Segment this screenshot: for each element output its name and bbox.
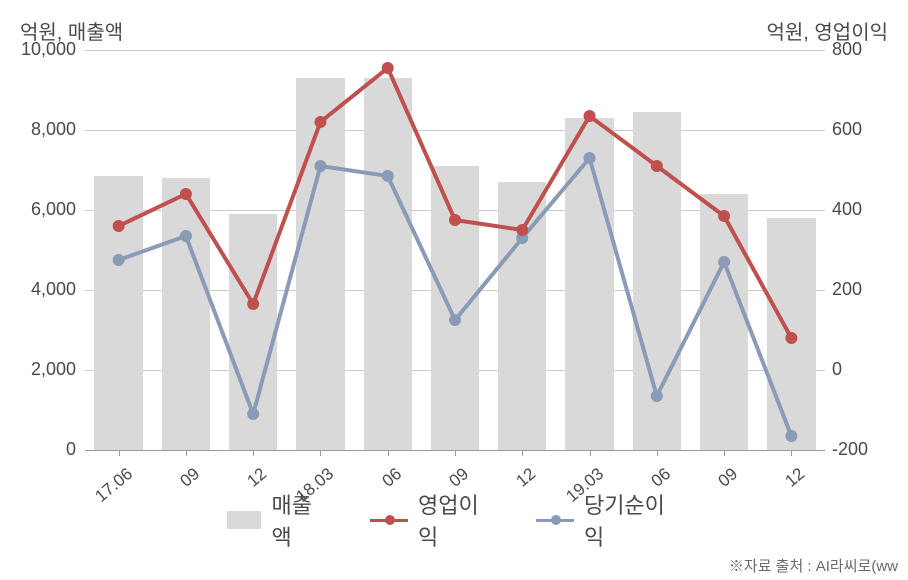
y-tick-right: 200: [832, 279, 892, 300]
legend-label-operating-profit: 영업이익: [418, 488, 496, 552]
y-tick-left: 10,000: [6, 39, 76, 60]
net-profit-marker: [785, 430, 797, 442]
operating-profit-line: [119, 68, 792, 338]
legend-label-revenue: 매출액: [271, 488, 329, 552]
operating-profit-marker: [584, 110, 596, 122]
operating-profit-marker: [247, 298, 259, 310]
legend: 매출액 영업이익 당기순이익: [227, 488, 681, 552]
plot-area: 17.06091218.0306091219.03060912: [85, 50, 825, 450]
net-profit-marker: [314, 160, 326, 172]
x-tick-mark: [320, 450, 321, 456]
x-tick-mark: [791, 450, 792, 456]
x-tick-label: 09: [145, 464, 204, 518]
x-tick-label: 17.06: [78, 464, 137, 518]
y-tick-left: 8,000: [6, 119, 76, 140]
x-tick-mark: [657, 450, 658, 456]
y-tick-left: 2,000: [6, 359, 76, 380]
operating-profit-marker: [449, 214, 461, 226]
legend-swatch-operating-profit: [370, 519, 408, 522]
x-tick-mark: [119, 450, 120, 456]
net-profit-marker: [718, 256, 730, 268]
operating-profit-marker: [113, 220, 125, 232]
net-profit-marker: [449, 314, 461, 326]
net-profit-marker: [247, 408, 259, 420]
operating-profit-marker: [516, 224, 528, 236]
operating-profit-marker: [180, 188, 192, 200]
legend-item-operating-profit: 영업이익: [370, 488, 496, 552]
x-tick-label: 12: [750, 464, 809, 518]
x-tick-mark: [590, 450, 591, 456]
y-tick-right: 600: [832, 119, 892, 140]
y-tick-left: 4,000: [6, 279, 76, 300]
operating-profit-marker: [382, 62, 394, 74]
x-tick-mark: [388, 450, 389, 456]
net-profit-line: [119, 158, 792, 436]
operating-profit-marker: [718, 210, 730, 222]
operating-profit-marker: [314, 116, 326, 128]
y-tick-right: 0: [832, 359, 892, 380]
y-tick-left: 0: [6, 439, 76, 460]
x-tick-mark: [724, 450, 725, 456]
y-tick-right: 800: [832, 39, 892, 60]
legend-item-net-profit: 당기순이익: [536, 488, 681, 552]
legend-label-net-profit: 당기순이익: [584, 488, 681, 552]
lines-layer: [85, 50, 825, 450]
net-profit-marker: [180, 230, 192, 242]
y-tick-right: 400: [832, 199, 892, 220]
legend-swatch-revenue: [227, 511, 261, 529]
net-profit-marker: [584, 152, 596, 164]
x-tick-label: 09: [683, 464, 742, 518]
legend-item-revenue: 매출액: [227, 488, 330, 552]
net-profit-marker: [113, 254, 125, 266]
y-tick-left: 6,000: [6, 199, 76, 220]
x-tick-mark: [186, 450, 187, 456]
operating-profit-marker: [651, 160, 663, 172]
x-tick-mark: [455, 450, 456, 456]
legend-swatch-net-profit: [536, 519, 574, 522]
net-profit-marker: [651, 390, 663, 402]
y-tick-right: -200: [832, 439, 892, 460]
x-tick-mark: [522, 450, 523, 456]
net-profit-marker: [382, 170, 394, 182]
chart-container: 억원, 매출액 억원, 영업이익 17.06091218.0306091219.…: [0, 0, 908, 580]
source-attribution: ※자료 출처 : AI라씨로(ww: [729, 555, 898, 576]
x-tick-mark: [253, 450, 254, 456]
operating-profit-marker: [785, 332, 797, 344]
